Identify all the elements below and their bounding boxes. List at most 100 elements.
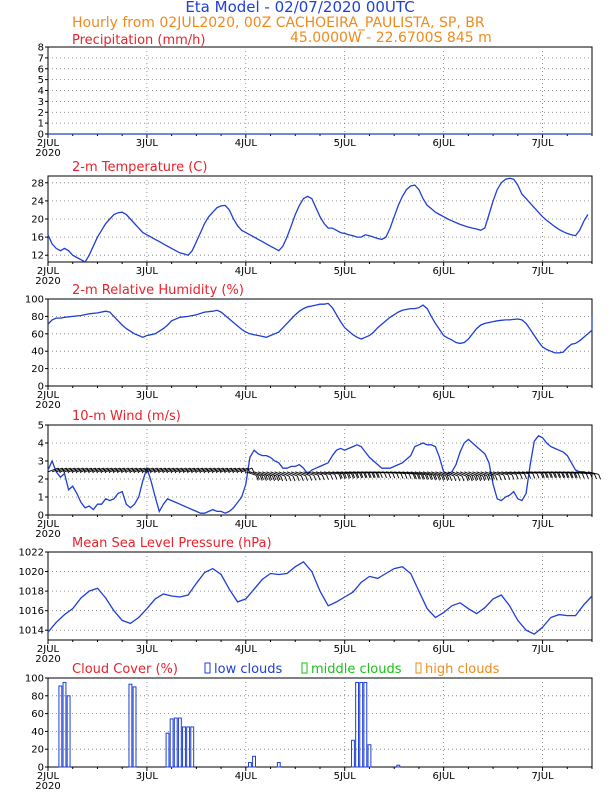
- wind-barb-feather: [540, 472, 544, 479]
- wind-barb-feather: [267, 475, 271, 482]
- wind-barb: [332, 471, 344, 475]
- y-tick-label: 12: [31, 251, 44, 262]
- x-tick-label: 3JUL: [136, 390, 159, 401]
- wind-barb: [200, 467, 211, 473]
- y-tick-label: 1022: [19, 548, 44, 559]
- wind-barb: [56, 467, 67, 473]
- y-tick-label: 2: [38, 108, 44, 119]
- wind-barb: [109, 467, 121, 473]
- wind-barb-feather: [339, 473, 343, 479]
- wind-barb-feather: [554, 472, 558, 478]
- wind-barb: [229, 467, 240, 473]
- wind-barb-feather: [420, 474, 424, 480]
- chart-title: Eta Model - 02/07/2020 00UTC: [185, 0, 414, 16]
- wind-barb: [192, 467, 203, 473]
- wind-barb-feather: [356, 472, 360, 478]
- wind-barb: [122, 467, 133, 473]
- wind-barb: [336, 471, 348, 475]
- wind-barb-feather: [416, 474, 420, 480]
- panel-rh: 0 20 40 60 80 100 2JUL2020 3JUL 4JUL 5JUL 6JUL 7JUL…: [25, 283, 593, 411]
- wind-barb-feather: [321, 474, 325, 481]
- wind-barb: [72, 467, 84, 473]
- wind-barb: [225, 467, 236, 473]
- series-line-relative_humidity: [47, 302, 593, 354]
- plot-frame: [47, 677, 593, 768]
- wind-barb-feather: [536, 473, 540, 479]
- x-tick-label: 6JUL: [433, 644, 456, 655]
- x-tick-year: 2020: [35, 400, 60, 411]
- wind-barb: [126, 467, 137, 473]
- wind-barb: [274, 471, 285, 477]
- wind-barb-feather: [334, 474, 338, 480]
- wind-barb-feather: [574, 472, 578, 479]
- wind-barb: [134, 467, 146, 473]
- y-tick-label: 1: [38, 119, 44, 130]
- x-tick-label: 3JUL: [136, 771, 159, 782]
- wind-barb-feather: [478, 475, 481, 482]
- cloud-bar: [363, 681, 368, 768]
- wind-barb: [344, 471, 356, 474]
- series-line-wind_speed: [47, 434, 589, 514]
- x-tick-label: 5JUL: [334, 519, 357, 530]
- wind-barb-feather: [359, 472, 363, 479]
- wind-barb-feather: [471, 474, 475, 481]
- wind-barb-feather: [257, 474, 260, 480]
- wind-barb-feather: [364, 472, 368, 478]
- cloud-bar: [359, 681, 364, 768]
- y-tick-label: 3: [38, 97, 44, 108]
- wind-barb-feather: [573, 472, 577, 479]
- wind-barb: [451, 471, 463, 477]
- wind-barb: [459, 471, 471, 477]
- cloud-bar: [62, 681, 67, 768]
- wind-barbs: [47, 467, 602, 482]
- wind-barb: [439, 471, 450, 477]
- series-line-mslp: [47, 560, 593, 635]
- wind-barb: [286, 471, 298, 477]
- wind-barb: [398, 471, 410, 475]
- y-tick-label: 20: [31, 745, 44, 756]
- y-tick-label: 60: [31, 329, 44, 340]
- wind-barb-feather: [360, 472, 364, 478]
- wind-barb: [484, 471, 496, 476]
- panel-title-rh: 2-m Relative Humidity (%): [72, 283, 244, 298]
- x-tick-label: 4JUL: [235, 266, 258, 277]
- wind-barb: [80, 467, 92, 473]
- wind-barb-feather: [352, 472, 356, 479]
- y-tick-label: 0: [38, 763, 44, 774]
- wind-barb-feather: [272, 475, 275, 482]
- x-tick-year: 2020: [35, 148, 60, 159]
- wind-barb-feather: [577, 473, 581, 479]
- wind-barb: [262, 471, 273, 477]
- cloud-bar: [173, 717, 178, 768]
- wind-barb: [130, 467, 141, 473]
- cloud-bar: [182, 726, 186, 768]
- x-tick-label: 2JUL: [37, 644, 60, 655]
- wind-barb-feather: [280, 475, 284, 482]
- cloud-bar: [66, 695, 71, 768]
- wind-barb: [534, 471, 546, 474]
- wind-barb: [167, 467, 179, 473]
- wind-barb: [212, 467, 224, 473]
- wind-barb-feather: [494, 475, 498, 481]
- wind-barb: [241, 467, 253, 473]
- wind-barb-feather: [426, 473, 429, 480]
- wind-barb-feather: [305, 475, 308, 481]
- wind-barb: [348, 471, 360, 474]
- wind-barb-feather: [565, 472, 569, 479]
- wind-barb: [76, 467, 88, 473]
- wind-barb: [517, 471, 529, 475]
- y-tick-label: 100: [25, 295, 44, 306]
- x-tick-label: 2JUL: [37, 390, 60, 401]
- x-tick-label: 4JUL: [235, 771, 258, 782]
- wind-barb: [488, 471, 500, 476]
- wind-barb: [220, 467, 232, 473]
- wind-barb-feather: [515, 474, 519, 480]
- cloud-bar: [252, 755, 257, 768]
- panel-title-temp: 2-m Temperature (C): [72, 160, 207, 175]
- y-tick-label: 4: [38, 86, 44, 97]
- y-tick-label: 5: [38, 421, 44, 432]
- wind-barb-feather: [396, 473, 400, 479]
- wind-barb: [196, 467, 207, 473]
- wind-barb-feather: [300, 475, 304, 482]
- wind-barb-feather: [429, 474, 432, 481]
